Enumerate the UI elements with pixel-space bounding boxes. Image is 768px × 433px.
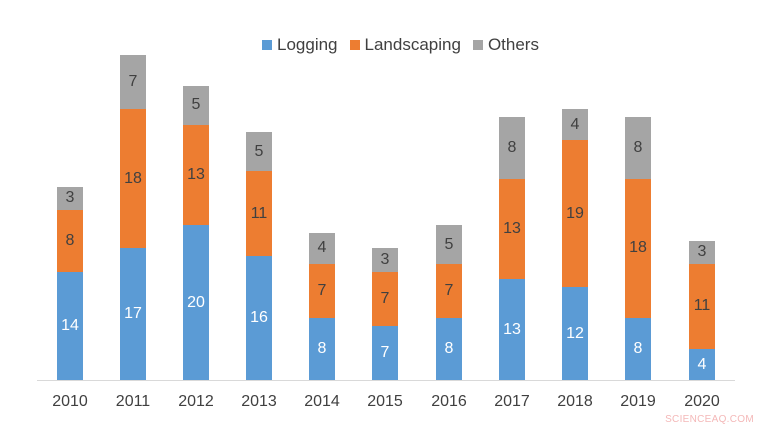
x-tick-label: 2017 [494,393,530,410]
watermark: SCIENCEAQ.COM [665,414,754,425]
bar-segment-others: 4 [309,233,335,264]
bar-segment-landscaping: 7 [436,263,462,319]
bar-segment-logging: 8 [436,318,462,380]
bar-2020: 4 11 3 [689,240,715,380]
bar-segment-others: 8 [625,116,651,179]
x-tick-label: 2016 [431,393,467,410]
bar-segment-others: 3 [689,240,715,264]
x-axis-line [37,380,735,381]
legend-label: Logging [277,35,338,54]
bar-segment-landscaping: 19 [562,140,588,288]
bar-segment-others: 8 [499,116,525,179]
bar-segment-logging: 12 [562,287,588,380]
legend-item-landscaping: Landscaping [349,35,461,55]
bar-segment-logging: 16 [246,256,272,380]
bar-segment-others: 3 [57,186,83,210]
legend-item-others: Others [472,35,539,55]
bar-2011: 17 18 7 [120,55,146,380]
legend-label: Landscaping [364,35,461,54]
bar-segment-others: 4 [562,109,588,141]
x-tick-label: 2012 [178,393,214,410]
bar-segment-logging: 8 [625,318,651,380]
x-tick-label: 2010 [52,393,88,410]
bar-2017: 13 13 8 [499,116,525,380]
x-tick-label: 2018 [557,393,593,410]
bar-segment-logging: 7 [372,325,398,380]
x-tick-label: 2020 [684,393,720,410]
bar-2019: 8 18 8 [625,116,651,380]
bar-segment-landscaping: 8 [57,209,83,272]
bar-segment-logging: 20 [183,225,209,380]
bar-segment-logging: 4 [689,349,715,380]
bar-segment-others: 5 [183,85,209,125]
bar-segment-landscaping: 7 [309,263,335,319]
bar-2012: 20 13 5 [183,85,209,380]
bar-segment-landscaping: 13 [499,178,525,280]
x-tick-label: 2019 [620,393,656,410]
bar-2013: 16 11 5 [246,132,272,380]
bar-segment-others: 5 [246,132,272,172]
legend-swatch-landscaping-icon [349,40,360,50]
bar-segment-landscaping: 18 [120,109,146,249]
bar-2018: 12 19 4 [562,109,588,380]
bar-segment-logging: 17 [120,248,146,380]
legend-label: Others [487,35,539,54]
bar-segment-landscaping: 7 [372,271,398,326]
legend-item-logging: Logging [262,35,338,55]
bar-segment-logging: 13 [499,279,525,380]
bar-segment-others: 7 [120,55,146,110]
bar-2010: 14 8 3 [57,186,83,380]
bar-segment-landscaping: 11 [246,171,272,257]
bar-segment-others: 5 [436,225,462,264]
bar-segment-landscaping: 11 [689,263,715,350]
legend-swatch-logging-icon [262,40,272,50]
x-tick-label: 2013 [241,393,277,410]
x-tick-label: 2011 [115,393,151,410]
bar-segment-logging: 14 [57,271,83,380]
x-tick-label: 2014 [304,393,340,410]
bar-segment-logging: 8 [309,318,335,380]
bar-segment-others: 3 [372,248,398,272]
legend-swatch-others-icon [472,40,483,50]
bar-segment-landscaping: 18 [625,178,651,319]
chart-legend: Logging Landscaping Others [262,35,551,55]
x-tick-label: 2015 [367,393,403,410]
bar-segment-landscaping: 13 [183,124,209,226]
x-axis-labels: 2010 2011 2012 2013 2014 2015 2016 2017 2018 2019… [0,393,768,413]
